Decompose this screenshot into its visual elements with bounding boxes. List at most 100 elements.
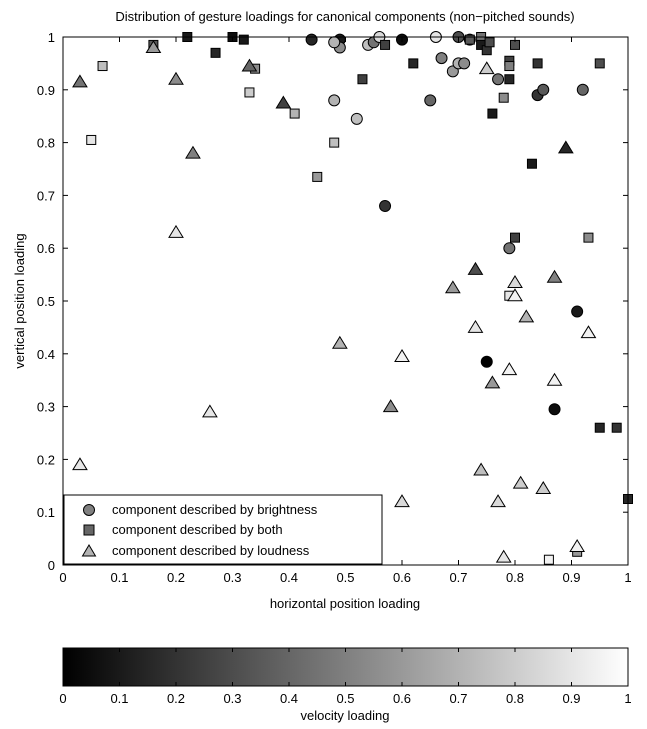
point-both [210,47,221,58]
point-brightness [492,73,505,86]
point-both [583,232,594,243]
colorbar-gradient [62,647,629,687]
point-loudness [331,335,348,349]
point-loudness [72,74,88,88]
legend-label-both: component described by both [112,522,283,537]
point-both [380,39,391,50]
legend-triangle-marker [81,544,97,557]
x-tick-label: 0 [59,570,66,585]
point-loudness [569,539,586,553]
point-loudness [394,494,410,508]
legend-square-marker [83,524,95,536]
point-loudness [512,475,529,489]
point-both [484,37,495,48]
point-loudness [382,399,399,413]
chart-title: Distribution of gesture loadings for can… [115,9,574,24]
point-loudness [473,462,489,476]
point-loudness [557,140,574,154]
legend-label-brightness: component described by brightness [112,502,318,517]
point-loudness [495,549,512,563]
x-axis-ticks: 0 0.1 0.2 0.3 0.4 0.5 0.6 0.7 0.8 0.9 1 [59,37,632,585]
y-tick-label: 0.4 [37,347,55,362]
point-both [97,61,108,72]
x-tick-label: 0.9 [562,570,580,585]
legend-label-loudness: component described by loudness [112,543,310,558]
colorbar-label: velocity loading [301,708,390,723]
point-loudness [580,325,597,339]
colorbar-tick-label: 0.8 [506,691,524,706]
point-brightness [328,94,341,107]
colorbar-tick-label: 0.6 [393,691,411,706]
y-tick-label: 0 [48,558,55,573]
colorbar-tick-label: 0.9 [562,691,580,706]
point-both [238,34,249,45]
point-both [594,58,605,69]
x-tick-label: 0.3 [223,570,241,585]
colorbar-tick-label: 0.2 [167,691,185,706]
y-tick-label: 0.7 [37,188,55,203]
point-brightness [328,36,341,49]
y-tick-label: 1 [48,30,55,45]
point-both [510,232,520,243]
x-tick-label: 0.8 [506,570,524,585]
point-loudness [501,362,518,376]
y-tick-label: 0.3 [37,400,55,415]
y-tick-label: 0.1 [37,505,55,520]
point-loudness [478,61,495,75]
point-brightness [458,57,471,70]
point-loudness [444,280,461,294]
legend: component described by brightness compon… [63,494,383,565]
scatter-markers [72,31,633,565]
point-loudness [168,224,184,238]
colorbar-tick-label: 0.4 [280,691,298,706]
point-loudness [241,58,258,72]
legend-circle-marker [83,504,95,516]
point-both [594,422,605,433]
point-both [86,134,97,145]
y-axis-ticks: 0 0.1 0.2 0.3 0.4 0.5 0.6 0.7 0.8 0.9 1 [37,30,628,573]
colorbar: 0 0.1 0.2 0.3 0.4 0.5 0.6 0.7 0.8 0.9 1 velocity l… [59,647,632,723]
point-loudness [467,261,484,275]
point-both [498,92,509,103]
point-both [526,158,537,169]
point-both [532,58,543,69]
legend-box [63,494,383,565]
colorbar-tick-label: 0.5 [336,691,354,706]
point-brightness [379,199,392,212]
x-axis-label: horizontal position loading [270,596,420,611]
point-loudness [145,40,162,54]
point-brightness [350,112,363,125]
point-both [504,74,515,85]
point-loudness [507,288,523,302]
point-both [543,554,554,565]
point-brightness [435,52,448,65]
point-both [464,34,475,45]
y-tick-label: 0.8 [37,136,55,151]
x-tick-label: 0.2 [167,570,185,585]
point-loudness [535,480,552,494]
colorbar-tick-label: 0 [59,691,66,706]
colorbar-tick-label: 0.7 [449,691,467,706]
point-loudness [507,275,523,289]
colorbar-tick-label: 0.3 [223,691,241,706]
point-loudness [275,95,292,109]
point-brightness [548,403,561,416]
colorbar-tick-label: 0.1 [110,691,128,706]
point-loudness [72,457,88,471]
point-loudness [490,494,506,508]
point-loudness [394,348,410,362]
point-both [312,171,323,182]
point-both [289,108,300,119]
point-both [611,422,622,433]
x-tick-label: 0.5 [336,570,354,585]
x-tick-label: 0.7 [449,570,467,585]
colorbar-ticks: 0 0.1 0.2 0.3 0.4 0.5 0.6 0.7 0.8 0.9 1 [59,648,632,706]
point-brightness [305,33,318,46]
point-both [408,58,419,69]
point-loudness [484,375,501,389]
point-loudness [202,404,218,418]
x-tick-label: 0.6 [393,570,411,585]
point-both [244,87,255,98]
y-tick-label: 0.9 [37,83,55,98]
